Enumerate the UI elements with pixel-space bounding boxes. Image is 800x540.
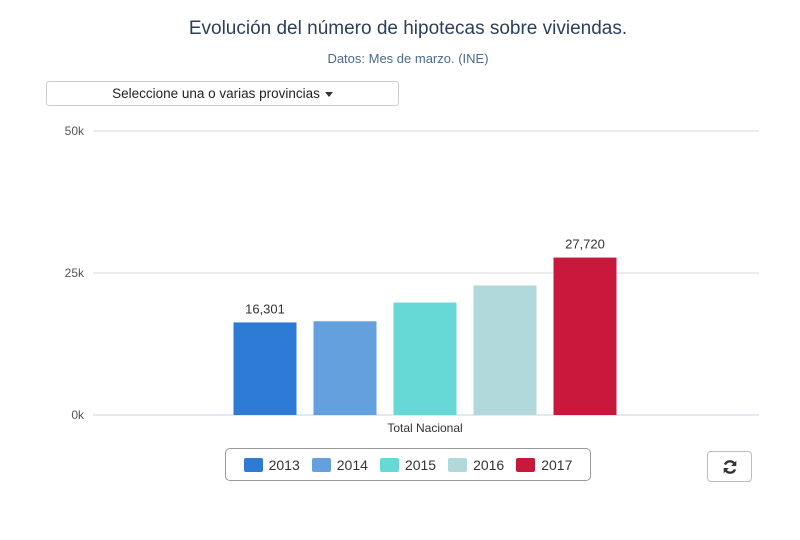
x-category-label: Total Nacional (387, 421, 462, 435)
bar-2013 (233, 322, 297, 415)
data-label: 27,720 (565, 237, 605, 252)
y-tick-label: 0k (71, 408, 85, 422)
legend-item-2013[interactable]: 2013 (243, 456, 300, 473)
chart-title: Evolución del número de hipotecas sobre … (188, 18, 628, 39)
refresh-button[interactable] (707, 451, 752, 482)
data-label: 16,301 (245, 301, 285, 316)
legend-label: 2014 (336, 456, 368, 473)
y-tick-label: 50k (65, 124, 85, 138)
legend-label: 2017 (541, 456, 573, 473)
legend-swatch (448, 457, 468, 472)
bar-2017 (553, 257, 617, 415)
province-select-label: Seleccione una o varias provincias (112, 86, 320, 101)
legend-item-2015[interactable]: 2015 (379, 456, 437, 473)
legend-item-2014[interactable]: 2014 (311, 456, 368, 473)
bar-2014 (313, 321, 377, 415)
legend-label: 2013 (268, 456, 300, 473)
legend-item-2016[interactable]: 2016 (448, 457, 504, 473)
legend-swatch (243, 457, 263, 472)
caret-down-icon (324, 92, 333, 97)
bar-2015 (393, 302, 457, 415)
y-tick-label: 25k (65, 266, 85, 280)
legend-swatch (379, 457, 399, 472)
legend-label: 2015 (404, 456, 437, 473)
refresh-icon (723, 459, 736, 474)
legend-item-2017[interactable]: 2017 (516, 457, 572, 473)
province-select-dropdown[interactable]: Seleccione una o varias provincias (46, 81, 399, 106)
legend-label: 2016 (473, 456, 505, 473)
chart-subtitle: Datos: Mes de marzo. (INE) (327, 51, 489, 66)
chart-legend: 2013 2014 2015 2016 2017 (225, 448, 591, 481)
legend-swatch (311, 457, 331, 472)
bar-2016 (473, 285, 537, 415)
legend-swatch (516, 457, 536, 472)
